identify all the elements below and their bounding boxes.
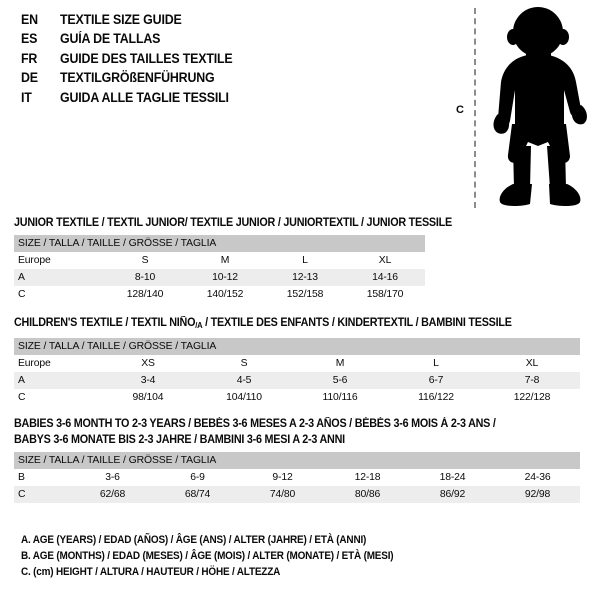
table-cell: M [185, 252, 265, 269]
language-code: IT [21, 89, 32, 105]
legend-line-a: A. AGE (YEARS) / EDAD (AÑOS) / ÂGE (ANS)… [21, 534, 367, 546]
table-cell: 4-5 [196, 372, 292, 389]
table-cell: L [265, 252, 345, 269]
section-title-subscript: /A [195, 321, 203, 330]
table-row: A 3-4 4-5 5-6 6-7 7-8 [14, 372, 580, 389]
table-cell: 92/98 [495, 486, 581, 503]
table-cell: XL [484, 355, 580, 372]
band-label: SIZE / TALLA / TAILLE / GRÖSSE / TAGLIA [14, 452, 581, 469]
section-childrens-textile: CHILDREN'S TEXTILE / TEXTIL NIÑO/A / TEX… [14, 316, 580, 406]
table-cell: 12-13 [265, 269, 345, 286]
table-cell: 116/122 [388, 389, 484, 406]
table-cell: L [388, 355, 484, 372]
table-cell: 128/140 [105, 286, 185, 303]
table-cell: 158/170 [345, 286, 426, 303]
table-cell: 18-24 [410, 469, 495, 486]
section-title-post: / TEXTILE DES ENFANTS / KINDERTEXTIL / B… [202, 316, 512, 329]
language-row: DE TEXTILGRÖßENFÜHRUNG [21, 70, 441, 89]
height-measure-label: C [456, 104, 464, 116]
table-cell: 3-6 [70, 469, 155, 486]
language-row: ES GUÍA DE TALLAS [21, 31, 441, 50]
table-cell: 140/152 [185, 286, 265, 303]
language-row: EN TEXTILE SIZE GUIDE [21, 12, 441, 31]
table-cell: 10-12 [185, 269, 265, 286]
table-cell: 14-16 [345, 269, 426, 286]
table-cell: S [105, 252, 185, 269]
row-label: A [14, 372, 100, 389]
section-title: CHILDREN'S TEXTILE / TEXTIL NIÑO/A / TEX… [14, 316, 540, 333]
table-row: Europe XS S M L XL [14, 355, 580, 372]
language-code: EN [21, 12, 38, 27]
language-title: GUIDE DES TAILLES TEXTILE [60, 50, 233, 66]
legend-line-c: C. (cm) HEIGHT / ALTURA / HAUTEUR / HÖHE… [21, 566, 281, 578]
table-cell: 24-36 [495, 469, 581, 486]
section-title: JUNIOR TEXTILE / TEXTIL JUNIOR/ TEXTILE … [14, 216, 452, 229]
language-code: FR [21, 50, 38, 66]
band-label: SIZE / TALLA / TAILLE / GRÖSSE / TAGLIA [14, 338, 580, 355]
section-babies-textile: BABIES 3-6 MONTH TO 2-3 YEARS / BEBÉS 3-… [14, 417, 581, 503]
table-row: Europe S M L XL [14, 252, 426, 269]
language-title: TEXTILGRÖßENFÜHRUNG [60, 70, 215, 86]
height-illustration: C [450, 0, 600, 215]
size-table-babies: SIZE / TALLA / TAILLE / GRÖSSE / TAGLIA … [14, 452, 581, 503]
size-table-junior: SIZE / TALLA / TAILLE / GRÖSSE / TAGLIA … [14, 235, 426, 303]
table-cell: 8-10 [105, 269, 185, 286]
table-cell: 110/116 [292, 389, 388, 406]
row-label: C [14, 389, 100, 406]
table-cell: 74/80 [240, 486, 325, 503]
section-title-line2: BABYS 3-6 MONATE BIS 2-3 JAHRE / BAMBINI… [14, 433, 345, 446]
table-band-row: SIZE / TALLA / TAILLE / GRÖSSE / TAGLIA [14, 338, 580, 355]
language-header-block: EN TEXTILE SIZE GUIDE ES GUÍA DE TALLAS … [21, 12, 441, 109]
table-row: B 3-6 6-9 9-12 12-18 18-24 24-36 [14, 469, 581, 486]
row-label: Europe [14, 252, 105, 269]
table-cell: XS [100, 355, 196, 372]
band-label: SIZE / TALLA / TAILLE / GRÖSSE / TAGLIA [14, 235, 426, 252]
table-cell: 12-18 [325, 469, 410, 486]
legend-block: A. AGE (YEARS) / EDAD (AÑOS) / ÂGE (ANS)… [21, 532, 581, 580]
table-cell: 86/92 [410, 486, 495, 503]
language-title: GUÍA DE TALLAS [60, 31, 161, 47]
section-title-pre: CHILDREN'S TEXTILE / TEXTIL NIÑO [14, 316, 196, 329]
table-row: C 98/104 104/110 110/116 116/122 122/128 [14, 389, 580, 406]
row-label: C [14, 286, 105, 303]
section-junior-textile: JUNIOR TEXTILE / TEXTIL JUNIOR/ TEXTILE … [14, 216, 485, 303]
row-label: Europe [14, 355, 100, 372]
language-row: FR GUIDE DES TAILLES TEXTILE [21, 51, 441, 70]
table-cell: 80/86 [325, 486, 410, 503]
row-label: C [14, 486, 70, 503]
table-cell: XL [345, 252, 426, 269]
height-dashed-line-icon [474, 8, 476, 208]
section-title-line1: BABIES 3-6 MONTH TO 2-3 YEARS / BEBÉS 3-… [14, 417, 496, 430]
language-code: DE [21, 70, 38, 86]
table-cell: 62/68 [70, 486, 155, 503]
table-cell: S [196, 355, 292, 372]
table-cell: 104/110 [196, 389, 292, 406]
table-cell: 6-7 [388, 372, 484, 389]
language-title: GUIDA ALLE TAGLIE TESSILI [60, 89, 229, 105]
table-cell: 152/158 [265, 286, 345, 303]
table-cell: 68/74 [155, 486, 240, 503]
table-cell: 5-6 [292, 372, 388, 389]
row-label: B [14, 469, 70, 486]
language-title: TEXTILE SIZE GUIDE [60, 12, 182, 27]
legend-line-b: B. AGE (MONTHS) / EDAD (MESES) / ÂGE (MO… [21, 550, 394, 562]
language-code: ES [21, 31, 38, 47]
table-cell: 98/104 [100, 389, 196, 406]
size-table-children: SIZE / TALLA / TAILLE / GRÖSSE / TAGLIA … [14, 338, 580, 406]
row-label: A [14, 269, 105, 286]
table-row: C 128/140 140/152 152/158 158/170 [14, 286, 426, 303]
table-cell: 122/128 [484, 389, 580, 406]
table-band-row: SIZE / TALLA / TAILLE / GRÖSSE / TAGLIA [14, 235, 426, 252]
toddler-silhouette-icon [486, 6, 596, 210]
table-band-row: SIZE / TALLA / TAILLE / GRÖSSE / TAGLIA [14, 452, 581, 469]
table-cell: M [292, 355, 388, 372]
table-cell: 3-4 [100, 372, 196, 389]
table-cell: 9-12 [240, 469, 325, 486]
table-row: A 8-10 10-12 12-13 14-16 [14, 269, 426, 286]
table-cell: 7-8 [484, 372, 580, 389]
language-row: IT GUIDA ALLE TAGLIE TESSILI [21, 90, 441, 109]
table-row: C 62/68 68/74 74/80 80/86 86/92 92/98 [14, 486, 581, 503]
table-cell: 6-9 [155, 469, 240, 486]
